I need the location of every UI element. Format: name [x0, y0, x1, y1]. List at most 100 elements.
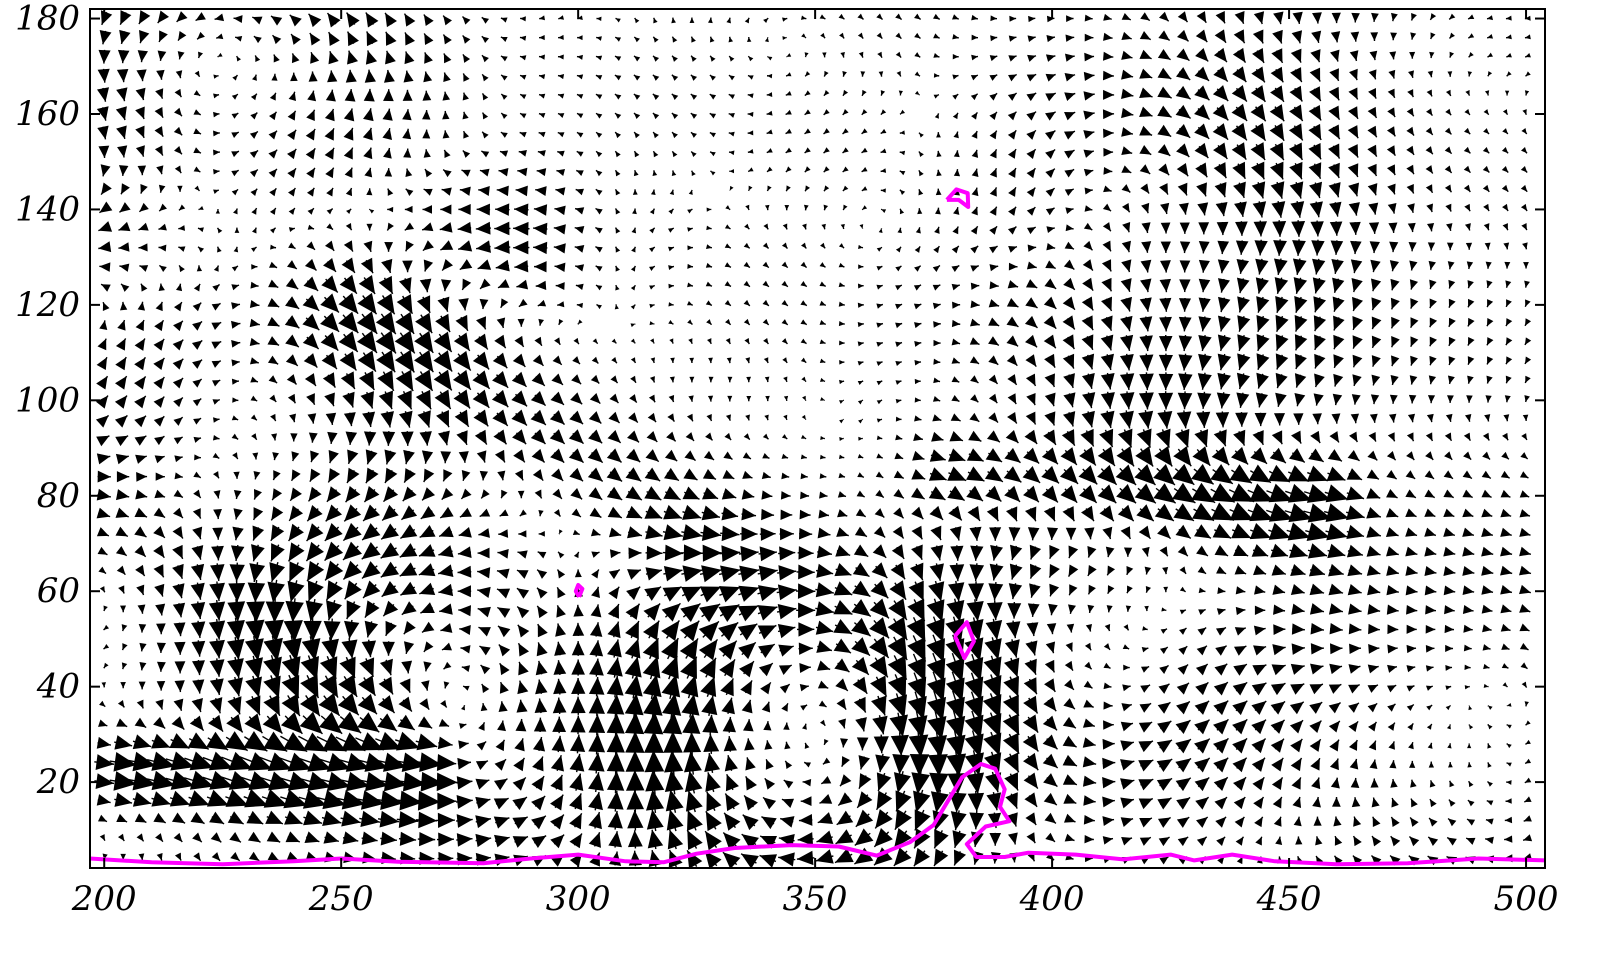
vector-arrow	[250, 414, 258, 421]
vector-arrow	[1444, 624, 1455, 634]
vector-field	[94, 10, 1533, 870]
vector-arrow	[1083, 815, 1095, 825]
vector-arrow	[1309, 683, 1324, 695]
vector-arrow	[1270, 682, 1286, 696]
vector-arrow	[190, 601, 206, 620]
vector-arrow	[310, 450, 320, 463]
vector-arrow	[1332, 797, 1341, 807]
vector-arrow	[153, 526, 166, 539]
vector-arrow	[378, 390, 393, 410]
vector-arrow	[202, 751, 234, 771]
vector-arrow	[668, 394, 675, 403]
vector-arrow	[1390, 316, 1400, 329]
vector-arrow	[876, 341, 884, 347]
vector-arrow	[1466, 395, 1473, 403]
vector-arrow	[397, 714, 416, 731]
vector-arrow	[399, 524, 418, 540]
vector-arrow	[441, 642, 453, 651]
vector-arrow	[969, 563, 985, 582]
vector-arrow	[573, 337, 580, 345]
vector-arrow	[437, 564, 454, 578]
vector-arrow	[1103, 662, 1111, 670]
vector-arrow	[609, 393, 619, 404]
vector-arrow	[1044, 678, 1056, 693]
vector-arrow	[280, 712, 303, 735]
vector-arrow	[324, 522, 343, 542]
vector-arrow	[1386, 604, 1399, 615]
vector-arrow	[475, 760, 489, 771]
vector-arrow	[361, 561, 381, 580]
vector-arrow	[326, 486, 342, 503]
vector-arrow	[1484, 414, 1491, 422]
vector-arrow	[102, 301, 110, 311]
vector-arrow	[516, 699, 528, 713]
vector-arrow	[1352, 374, 1362, 387]
x-tick-label: 200	[71, 879, 137, 919]
vector-arrow	[263, 675, 281, 699]
vector-arrow	[511, 390, 528, 407]
vector-arrow	[1100, 372, 1115, 390]
vector-arrow	[538, 318, 545, 326]
vector-arrow	[1006, 620, 1021, 639]
vector-arrow	[1247, 483, 1274, 502]
vector-arrow	[1041, 465, 1060, 484]
vector-arrow	[663, 467, 680, 482]
vector-arrow	[323, 618, 341, 641]
vector-arrow	[1082, 392, 1096, 409]
vector-arrow	[511, 409, 528, 426]
vector-arrow	[452, 369, 472, 391]
vector-arrow	[153, 716, 166, 730]
vector-arrow	[461, 469, 471, 482]
vector-arrow	[721, 697, 735, 715]
vector-arrow	[420, 602, 435, 614]
vector-arrow	[1519, 527, 1531, 537]
vector-arrow	[1007, 601, 1022, 619]
vector-arrow	[781, 299, 789, 307]
vector-arrow	[706, 319, 713, 326]
vector-arrow	[1044, 411, 1056, 426]
vector-arrow	[513, 757, 526, 772]
vector-arrow	[287, 542, 305, 562]
vector-arrow	[1331, 413, 1341, 424]
vector-arrow	[174, 661, 186, 674]
vector-arrow	[1426, 704, 1433, 711]
vector-arrow	[1501, 451, 1510, 460]
vector-arrow	[376, 293, 396, 315]
vector-arrow	[819, 473, 827, 479]
vector-arrow	[513, 449, 526, 463]
vector-arrow	[1097, 446, 1116, 467]
vector-arrow	[780, 816, 795, 828]
vector-arrow	[571, 659, 585, 676]
vector-arrow	[317, 789, 347, 810]
vector-arrow	[1520, 662, 1528, 670]
vector-arrow	[718, 621, 739, 642]
vector-arrow	[96, 794, 111, 806]
vector-arrow	[169, 790, 191, 807]
vector-arrow	[1228, 483, 1255, 503]
vector-arrow	[763, 721, 772, 731]
vector-arrow	[98, 719, 108, 727]
vector-arrow	[514, 738, 525, 752]
vector-arrow	[742, 814, 759, 831]
vector-arrow	[875, 753, 891, 773]
vector-arrow	[1307, 543, 1328, 559]
vector-arrow	[345, 431, 358, 445]
vector-arrow	[516, 606, 530, 619]
vector-arrow	[365, 467, 379, 484]
vector-arrow	[1102, 836, 1114, 845]
vector-arrow	[1313, 315, 1327, 332]
vector-arrow	[213, 508, 222, 520]
vector-arrow	[339, 656, 356, 679]
vector-arrow	[682, 504, 702, 520]
vector-arrow	[1348, 623, 1362, 635]
vector-arrow	[96, 453, 111, 465]
vector-arrow	[1367, 684, 1379, 693]
vector-arrow	[493, 778, 508, 791]
vector-arrow	[1215, 626, 1227, 636]
vector-arrow	[1081, 296, 1094, 311]
vector-arrow	[233, 508, 243, 520]
vector-arrow	[1522, 834, 1533, 842]
vector-arrow	[1407, 413, 1416, 423]
vector-arrow	[1445, 685, 1452, 691]
